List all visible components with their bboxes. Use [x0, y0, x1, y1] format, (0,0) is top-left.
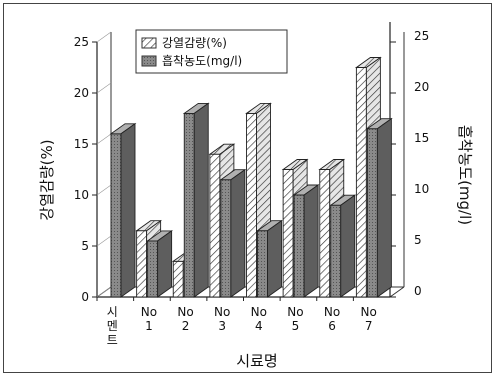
legend-swatch-hatch	[141, 37, 157, 49]
y2-tick-label: 10	[414, 182, 429, 196]
x-tick-label: No	[361, 305, 377, 319]
x-tick-label: No	[177, 305, 193, 319]
bar-dark-4-side	[267, 219, 282, 298]
x-tick-label: No	[214, 305, 230, 319]
bar-dark-2-front	[183, 112, 195, 298]
bar-dark-2-side	[193, 102, 209, 298]
bar-dark-0-side	[120, 122, 136, 298]
y-tick-depth	[96, 235, 112, 247]
y-axis-title: 강열감량(%)	[38, 139, 56, 220]
x-tick-label: No	[324, 305, 340, 319]
bar-hatch-4-front	[246, 112, 257, 298]
bar-dark-6-front	[330, 204, 342, 298]
x-tick-label: 트	[107, 333, 118, 347]
legend-label-1: 강열감량(%)	[162, 36, 227, 50]
legend-box	[135, 29, 288, 74]
y2-tick-label: 25	[414, 29, 429, 43]
bar-dark-2	[182, 102, 210, 298]
bar-dark-3-side	[230, 168, 246, 298]
bar-dark-5-side	[303, 184, 319, 298]
legend-swatch-dark	[141, 55, 157, 67]
y-tick-depth	[96, 31, 112, 43]
bar-hatch-7-front	[355, 67, 367, 298]
chart-frame	[3, 3, 492, 373]
bar-dark-0	[109, 122, 137, 298]
y2-axis-title: 흡착농도(mg/l)	[456, 125, 474, 225]
legend: 강열감량(%) 흡착농도(mg/l)	[135, 29, 288, 74]
bar-dark-6-side	[340, 194, 356, 298]
bar-dark-6	[329, 194, 357, 298]
labels-layer: 05101520250510152025시멘트No1No2No3No4No5No…	[74, 29, 430, 347]
bar-dark-7-side	[376, 117, 392, 298]
bar-dark-1	[146, 230, 174, 298]
x-tick-label: 1	[145, 319, 153, 333]
x-tick-label: 7	[365, 319, 373, 333]
back-wall-left	[96, 32, 112, 298]
y2-tick-label: 0	[414, 284, 422, 298]
bar-dark-1-front	[147, 240, 159, 298]
y2-tick-label: 5	[414, 233, 422, 247]
bar-dark-3	[219, 168, 247, 298]
bar-dark-4-front	[257, 230, 268, 298]
bar-hatch-3-front	[209, 153, 221, 298]
x-tick-label: No	[141, 305, 157, 319]
x-tick-label: 3	[218, 319, 226, 333]
bar-dark-7	[365, 117, 393, 298]
x-tick-label: 4	[255, 319, 263, 333]
bar-dark-1-side	[157, 230, 173, 298]
bar-hatch-1-front	[136, 230, 148, 298]
y2-tick-label: 15	[414, 131, 429, 145]
x-tick-label: 시	[107, 305, 118, 319]
bar-dark-5	[292, 184, 320, 298]
y-tick-label: 15	[74, 137, 89, 151]
bar-hatch-5-front	[282, 169, 294, 298]
y-tick-label: 10	[74, 188, 89, 202]
x-tick-label: 6	[328, 319, 336, 333]
y2-tick-label: 20	[414, 80, 429, 94]
y-tick-depth	[96, 286, 112, 298]
legend-label-2: 흡착농도(mg/l)	[162, 54, 242, 68]
bar-dark-5-front	[293, 194, 305, 298]
y-tick-label: 25	[74, 35, 89, 49]
bar-dark-0-front	[110, 133, 122, 298]
x-axis-title: 시료명	[236, 352, 277, 370]
y-tick-depth	[96, 82, 112, 94]
bar-dark-4	[256, 219, 283, 298]
bar-dark-3-front	[220, 179, 232, 298]
bar-hatch-6-front	[319, 169, 331, 298]
x-tick-label: No	[251, 305, 267, 319]
y-tick-depth	[96, 184, 112, 196]
floor-right-edge	[389, 286, 405, 298]
y-tick-depth	[96, 133, 112, 145]
y-tick-label: 20	[74, 86, 89, 100]
y-tick-label: 0	[81, 290, 89, 304]
x-tick-label: 2	[182, 319, 190, 333]
x-tick-label: No	[287, 305, 303, 319]
y-tick-label: 5	[81, 239, 89, 253]
bar-dark-7-front	[366, 128, 378, 298]
x-tick-label: 5	[292, 319, 300, 333]
bar-hatch-2-front	[172, 260, 184, 298]
bars-layer	[109, 56, 393, 298]
x-tick-label: 멘	[107, 319, 118, 333]
